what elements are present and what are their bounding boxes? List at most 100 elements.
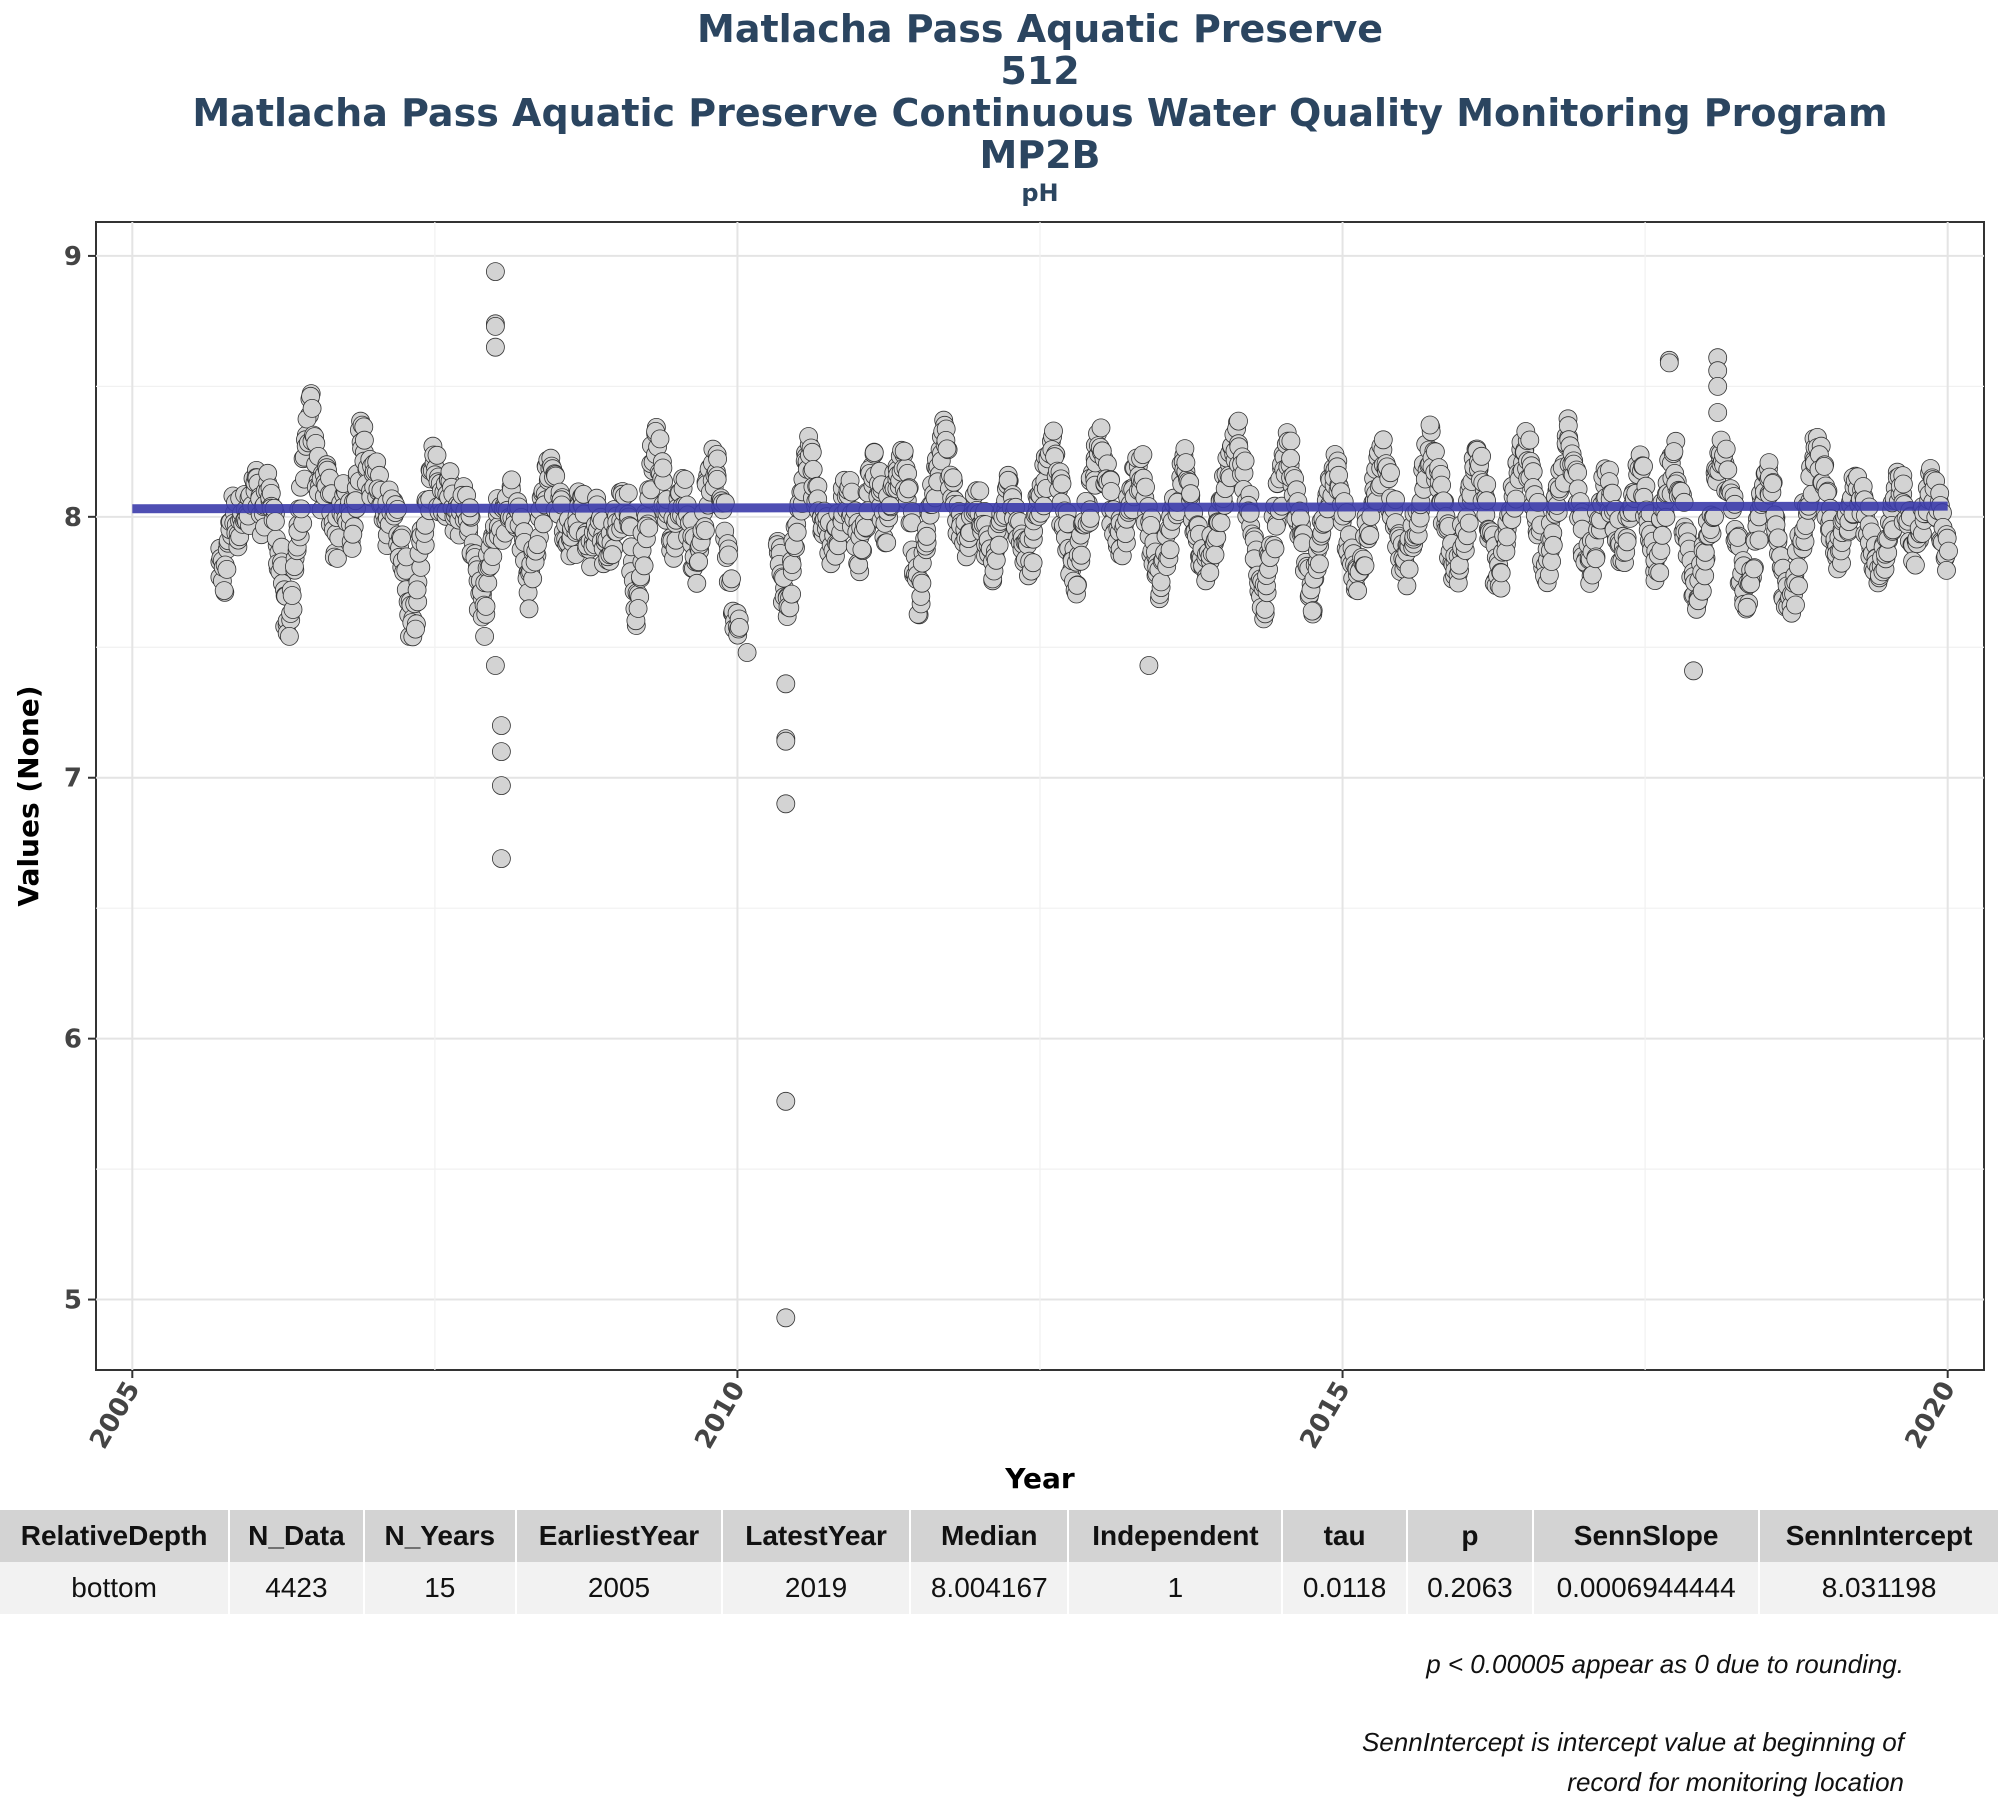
data-point bbox=[722, 569, 741, 589]
data-point bbox=[1789, 557, 1808, 577]
data-point bbox=[1459, 513, 1479, 533]
cell-independent: 1 bbox=[1068, 1562, 1284, 1614]
col-n-data: N_Data bbox=[229, 1510, 365, 1562]
data-point bbox=[707, 469, 727, 489]
data-point bbox=[989, 535, 1009, 555]
data-point bbox=[634, 556, 654, 576]
y-axis-ticks: 5 6 7 8 9 bbox=[64, 242, 96, 1316]
data-point bbox=[1497, 527, 1517, 547]
data-point bbox=[1101, 482, 1121, 501]
data-point bbox=[392, 528, 411, 548]
cell-tau: 0.0118 bbox=[1282, 1562, 1408, 1614]
data-point bbox=[1695, 542, 1715, 562]
data-point bbox=[354, 430, 374, 450]
data-point bbox=[782, 555, 802, 574]
cell-latest-year: 2019 bbox=[722, 1562, 912, 1614]
data-point bbox=[899, 479, 918, 499]
col-latest-year: LatestYear bbox=[722, 1510, 912, 1562]
data-point bbox=[852, 540, 872, 559]
data-point bbox=[1229, 411, 1248, 431]
stats-table-header-row: RelativeDepth N_Data N_Years EarliestYea… bbox=[0, 1510, 2000, 1562]
data-point bbox=[787, 522, 807, 542]
data-point bbox=[1568, 463, 1587, 483]
footnote-rounding: p < 0.00005 appear as 0 due to rounding. bbox=[1426, 1649, 1904, 1679]
data-point bbox=[1744, 559, 1764, 579]
data-point bbox=[937, 439, 957, 459]
data-point bbox=[284, 557, 304, 576]
footnote-intercept-line-2: record for monitoring location bbox=[1567, 1767, 1904, 1797]
data-point bbox=[1235, 451, 1255, 471]
data-point bbox=[1281, 431, 1301, 451]
data-point bbox=[1749, 530, 1769, 550]
x-tick-label: 2005 bbox=[84, 1377, 146, 1455]
data-point bbox=[1586, 549, 1606, 569]
data-point bbox=[485, 656, 505, 675]
data-point bbox=[650, 429, 670, 449]
data-point bbox=[675, 469, 695, 489]
footnote-intercept-line-1: SennIntercept is intercept value at begi… bbox=[1361, 1727, 1904, 1757]
data-point bbox=[912, 573, 932, 593]
data-point bbox=[1786, 595, 1805, 615]
data-point bbox=[1381, 463, 1400, 483]
data-point bbox=[730, 618, 749, 637]
data-point bbox=[327, 549, 347, 568]
data-point bbox=[1281, 448, 1300, 468]
y-tick-label: 9 bbox=[64, 242, 82, 272]
cell-senn-intercept: 8.031198 bbox=[1759, 1562, 2000, 1614]
data-point bbox=[1602, 483, 1622, 503]
data-point bbox=[776, 1308, 796, 1328]
data-point bbox=[1023, 553, 1043, 573]
data-point bbox=[302, 398, 322, 418]
data-point bbox=[894, 441, 914, 461]
data-point bbox=[265, 512, 285, 531]
data-point bbox=[1817, 482, 1837, 502]
data-point bbox=[491, 849, 511, 868]
trend-line bbox=[132, 501, 1948, 514]
data-point bbox=[491, 776, 511, 795]
data-point bbox=[1432, 475, 1451, 495]
data-point bbox=[1937, 561, 1956, 580]
x-tick-label: 2015 bbox=[1294, 1377, 1356, 1455]
data-point bbox=[776, 794, 796, 814]
data-point bbox=[1650, 563, 1670, 583]
cell-n-years: 15 bbox=[363, 1562, 517, 1614]
col-p: p bbox=[1406, 1510, 1535, 1562]
data-point bbox=[279, 627, 299, 646]
data-point bbox=[502, 470, 522, 490]
data-point bbox=[491, 716, 511, 735]
data-point bbox=[1426, 442, 1445, 462]
data-point bbox=[1205, 545, 1225, 565]
data-point bbox=[1355, 556, 1375, 576]
data-point bbox=[1176, 453, 1196, 473]
data-point bbox=[1472, 446, 1491, 466]
col-senn-intercept: SennIntercept bbox=[1759, 1510, 2000, 1562]
data-point bbox=[1255, 599, 1275, 619]
stats-table: RelativeDepth N_Data N_Years EarliestYea… bbox=[0, 1510, 2000, 1614]
data-point bbox=[1728, 528, 1748, 547]
chart-title-line-1: Matlacha Pass Aquatic Preserve bbox=[697, 7, 1383, 51]
data-point bbox=[618, 483, 638, 503]
data-point bbox=[1139, 656, 1159, 675]
data-point bbox=[782, 584, 801, 604]
data-point bbox=[1310, 554, 1329, 574]
cell-senn-slope: 0.0006944444 bbox=[1533, 1562, 1761, 1614]
col-senn-slope: SennSlope bbox=[1533, 1510, 1761, 1562]
data-point bbox=[1789, 576, 1808, 596]
chart-title-line-4: MP2B bbox=[979, 133, 1101, 177]
x-axis-label: Year bbox=[1004, 1462, 1075, 1495]
col-n-years: N_Years bbox=[363, 1510, 517, 1562]
data-point bbox=[1080, 508, 1100, 528]
chart-title-line-3: Matlacha Pass Aquatic Preserve Continuou… bbox=[192, 91, 1888, 135]
data-point bbox=[343, 524, 363, 544]
data-point bbox=[1181, 484, 1200, 504]
data-point bbox=[1684, 661, 1703, 681]
data-point bbox=[1634, 456, 1653, 476]
data-point bbox=[943, 468, 963, 488]
data-point bbox=[476, 597, 496, 616]
data-point bbox=[1543, 535, 1563, 555]
data-point bbox=[1091, 418, 1111, 438]
col-relative-depth: RelativeDepth bbox=[0, 1510, 231, 1562]
data-point bbox=[217, 560, 237, 579]
data-point bbox=[1708, 376, 1728, 396]
data-point bbox=[687, 573, 707, 593]
